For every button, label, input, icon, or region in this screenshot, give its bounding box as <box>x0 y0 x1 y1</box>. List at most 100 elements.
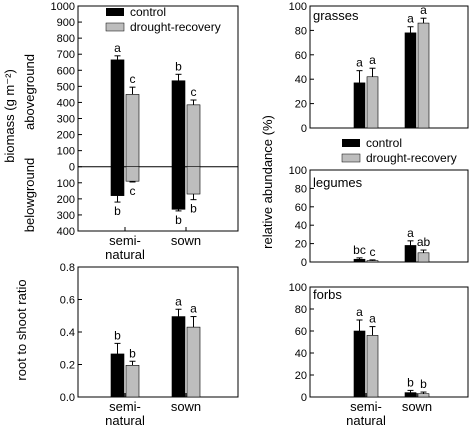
legumes-ytick-label: 80 <box>295 183 307 195</box>
forbs-bar <box>417 393 430 398</box>
legend-swatch-control <box>106 8 124 16</box>
root-shoot-sig-letter: b <box>114 328 121 342</box>
root-shoot-xtick-label: sown <box>171 399 201 414</box>
root-shoot-bar <box>186 326 201 398</box>
root-shoot-plot-frame <box>77 266 239 398</box>
biomass-below-sig-letter: b <box>114 204 121 218</box>
root-shoot-bar <box>171 316 186 398</box>
biomass-below-bar <box>110 166 125 196</box>
legumes-bar <box>404 245 417 263</box>
biomass-ytick-label: 400 <box>57 226 75 238</box>
legumes-panel: 0 20 40 60 80 100 bc a c ab legumes control drou… <box>289 136 469 269</box>
root-shoot-bar <box>125 365 140 398</box>
forbs-ytick-label: 100 <box>289 282 307 294</box>
forbs-label: forbs <box>313 287 342 302</box>
forbs-axes: 0 20 40 60 80 100 semi-natural sown <box>289 282 469 428</box>
forbs-xtick-label: semi- <box>350 399 382 414</box>
biomass-below-sig-letter: c <box>130 184 136 198</box>
biomass-axes: 4003002001000100200300400500600700800900… <box>51 1 239 262</box>
biomass-below-sig-letter: b <box>190 202 197 216</box>
legumes-ytick-label: 60 <box>295 202 307 214</box>
legumes-bar <box>353 258 366 263</box>
biomass-ylabel-above: aboveground <box>22 54 37 130</box>
root-shoot-bars: b a b a <box>110 294 201 398</box>
biomass-ytick-label: 700 <box>57 49 75 61</box>
legend2-label-control: control <box>366 136 402 150</box>
legumes-sig-letter: a <box>407 226 414 240</box>
biomass-panel: 4003002001000100200300400500600700800900… <box>2 1 239 262</box>
root-shoot-sig-letter: a <box>190 302 197 316</box>
forbs-bar <box>404 392 417 398</box>
forbs-ytick-label: 0 <box>301 392 307 404</box>
biomass-xtick-label: natural <box>105 247 145 262</box>
grasses-sig-letter: a <box>356 56 363 70</box>
biomass-above-sig-letter: a <box>114 41 121 55</box>
legumes-label: legumes <box>313 175 363 190</box>
biomass-ytick-label: 900 <box>57 17 75 29</box>
root-shoot-xtick-label: natural <box>105 413 145 428</box>
grasses-bar <box>417 22 430 129</box>
legumes-sig-letter: bc <box>353 243 366 257</box>
grasses-bar <box>404 32 417 129</box>
biomass-ytick-label: 0 <box>69 162 75 174</box>
grasses-bar <box>353 82 366 129</box>
grasses-ytick-label: 0 <box>301 123 307 135</box>
root-shoot-ytick-label: 0.0 <box>60 392 75 404</box>
biomass-above-bar <box>125 94 140 168</box>
grasses-plot-frame <box>309 5 469 129</box>
biomass-below-bar <box>186 166 201 195</box>
root-shoot-ytick-label: 0.6 <box>60 295 75 307</box>
biomass-above-sig-letter: c <box>130 72 136 86</box>
root-shoot-xtick-label: semi- <box>109 399 141 414</box>
biomass-xtick-label: sown <box>171 233 201 248</box>
biomass-below-sig-letter: b <box>175 213 182 227</box>
legumes-sig-letter: c <box>370 245 376 259</box>
root-shoot-sig-letter: a <box>175 294 182 308</box>
grasses-sig-letter: a <box>407 12 414 26</box>
root-shoot-ytick-label: 0.8 <box>60 262 75 274</box>
grasses-sig-letter: a <box>420 3 427 17</box>
forbs-bar <box>366 335 379 398</box>
biomass-ylabel-below: belowground <box>22 158 37 232</box>
forbs-sig-letter: b <box>420 377 427 391</box>
legumes-bar <box>417 252 430 263</box>
forbs-sig-letter: a <box>356 305 363 319</box>
legumes-ytick-label: 100 <box>289 165 307 177</box>
legumes-bar <box>366 260 379 263</box>
grasses-sig-letter: a <box>369 53 376 67</box>
grasses-bar <box>366 76 379 129</box>
grasses-ytick-label: 20 <box>295 99 307 111</box>
legumes-axes: 0 20 40 60 80 100 <box>289 165 469 269</box>
legend2-swatch-drought <box>341 153 361 163</box>
biomass-ytick-label: 100 <box>57 146 75 158</box>
biomass-above-sig-letter: b <box>175 59 182 73</box>
biomass-ytick-label: 200 <box>57 194 75 206</box>
forbs-sig-letter: b <box>407 375 414 389</box>
grasses-ytick-label: 100 <box>289 1 307 13</box>
biomass-ytick-label: 600 <box>57 65 75 77</box>
forbs-ytick-label: 60 <box>295 326 307 338</box>
root-shoot-bar <box>110 353 125 398</box>
legumes-ytick-label: 0 <box>301 257 307 269</box>
biomass-xtick-label: semi- <box>109 233 141 248</box>
forbs-ytick-label: 20 <box>295 370 307 382</box>
biomass-above-bar <box>186 104 201 168</box>
biomass-above-bar <box>171 80 186 168</box>
biomass-above-sig-letter: c <box>191 85 197 99</box>
biomass-ytick-label: 500 <box>57 81 75 93</box>
forbs-bar <box>353 330 366 398</box>
legumes-sig-letter: ab <box>417 235 431 249</box>
forbs-bars: a b a b <box>353 305 430 398</box>
forbs-xtick-label: sown <box>402 399 432 414</box>
forbs-xtick-label: natural <box>346 413 386 428</box>
root-shoot-ytick-label: 0.4 <box>60 327 75 339</box>
legend2-label-drought: drought-recovery <box>366 151 457 165</box>
root-shoot-ytick-label: 0.2 <box>60 360 75 372</box>
root-shoot-ylabel: root to shoot ratio <box>14 279 29 380</box>
legumes-plot-frame <box>309 169 469 263</box>
relative-abundance-ylabel: relative abundance (%) <box>260 115 275 249</box>
